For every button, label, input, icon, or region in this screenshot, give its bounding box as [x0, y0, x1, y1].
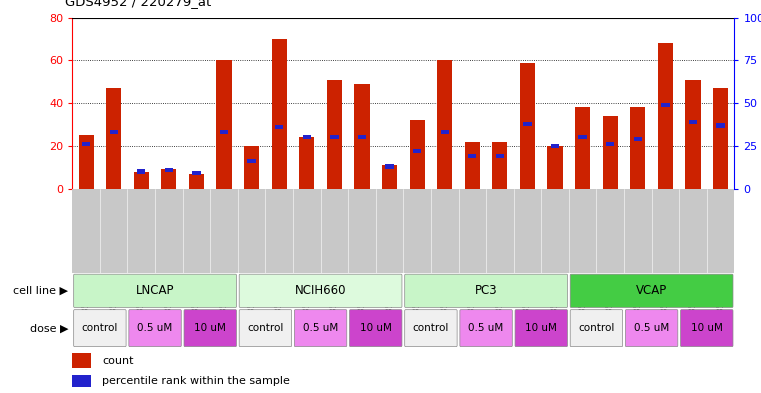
Bar	[275, 125, 283, 129]
Bar	[247, 159, 256, 163]
Bar	[382, 165, 397, 189]
Bar	[72, 375, 91, 387]
FancyBboxPatch shape	[405, 310, 457, 347]
Bar	[72, 353, 91, 368]
Bar	[495, 154, 504, 158]
Bar	[713, 88, 728, 189]
Text: GDS4952 / 220279_at: GDS4952 / 220279_at	[65, 0, 211, 8]
Bar	[437, 61, 452, 189]
Bar	[630, 107, 645, 189]
Text: 10 uM: 10 uM	[360, 323, 392, 333]
Bar	[716, 123, 724, 127]
Text: PC3: PC3	[475, 284, 498, 298]
Bar	[441, 130, 449, 134]
Bar	[658, 43, 673, 189]
Text: percentile rank within the sample: percentile rank within the sample	[102, 376, 290, 386]
Text: control: control	[81, 323, 118, 333]
FancyBboxPatch shape	[680, 310, 733, 347]
Bar	[686, 80, 701, 189]
Bar	[326, 80, 342, 189]
Bar	[137, 169, 145, 174]
Bar	[409, 120, 425, 189]
Bar	[189, 174, 204, 189]
Bar	[330, 135, 339, 140]
FancyBboxPatch shape	[184, 310, 237, 347]
Bar	[82, 142, 91, 146]
Text: NCIH660: NCIH660	[295, 284, 346, 298]
FancyBboxPatch shape	[626, 310, 678, 347]
Bar	[220, 130, 228, 134]
FancyBboxPatch shape	[515, 310, 568, 347]
FancyBboxPatch shape	[129, 310, 181, 347]
Bar	[106, 88, 121, 189]
FancyBboxPatch shape	[239, 310, 291, 347]
Text: count: count	[102, 356, 134, 366]
Bar	[244, 146, 260, 189]
Bar	[385, 164, 393, 169]
Bar	[575, 107, 591, 189]
Text: dose ▶: dose ▶	[30, 323, 68, 333]
Bar	[134, 171, 149, 189]
Bar	[164, 168, 173, 172]
Bar	[465, 141, 480, 189]
Text: LNCAP: LNCAP	[135, 284, 174, 298]
FancyBboxPatch shape	[570, 310, 622, 347]
Bar	[468, 154, 476, 158]
Bar	[110, 130, 118, 134]
Bar	[272, 39, 287, 189]
Text: 10 uM: 10 uM	[194, 323, 226, 333]
Bar	[547, 146, 562, 189]
Bar	[193, 171, 201, 175]
Bar	[603, 116, 618, 189]
Bar	[492, 141, 508, 189]
Text: control: control	[247, 323, 284, 333]
Text: 0.5 uM: 0.5 uM	[138, 323, 173, 333]
Bar	[524, 121, 532, 126]
Bar	[413, 149, 422, 153]
Bar	[355, 84, 370, 189]
Text: 10 uM: 10 uM	[525, 323, 557, 333]
FancyBboxPatch shape	[349, 310, 402, 347]
Bar	[689, 120, 697, 124]
Bar	[78, 135, 94, 189]
Text: control: control	[578, 323, 615, 333]
FancyBboxPatch shape	[74, 274, 237, 307]
Bar	[661, 103, 670, 107]
FancyBboxPatch shape	[239, 274, 402, 307]
Text: VCAP: VCAP	[636, 284, 667, 298]
FancyBboxPatch shape	[405, 274, 568, 307]
Text: cell line ▶: cell line ▶	[14, 286, 68, 296]
Bar	[299, 137, 314, 189]
Bar	[303, 135, 311, 140]
Text: 0.5 uM: 0.5 uM	[303, 323, 338, 333]
Bar	[358, 135, 366, 140]
Bar	[606, 142, 614, 146]
Bar	[520, 62, 535, 189]
Bar	[216, 61, 231, 189]
FancyBboxPatch shape	[570, 274, 733, 307]
Bar	[161, 169, 177, 189]
Bar	[578, 135, 587, 140]
Text: 0.5 uM: 0.5 uM	[469, 323, 504, 333]
Text: control: control	[412, 323, 449, 333]
FancyBboxPatch shape	[460, 310, 512, 347]
FancyBboxPatch shape	[74, 310, 126, 347]
Bar	[551, 144, 559, 148]
Bar	[634, 137, 642, 141]
Text: 0.5 uM: 0.5 uM	[634, 323, 669, 333]
FancyBboxPatch shape	[295, 310, 347, 347]
Text: 10 uM: 10 uM	[691, 323, 723, 333]
